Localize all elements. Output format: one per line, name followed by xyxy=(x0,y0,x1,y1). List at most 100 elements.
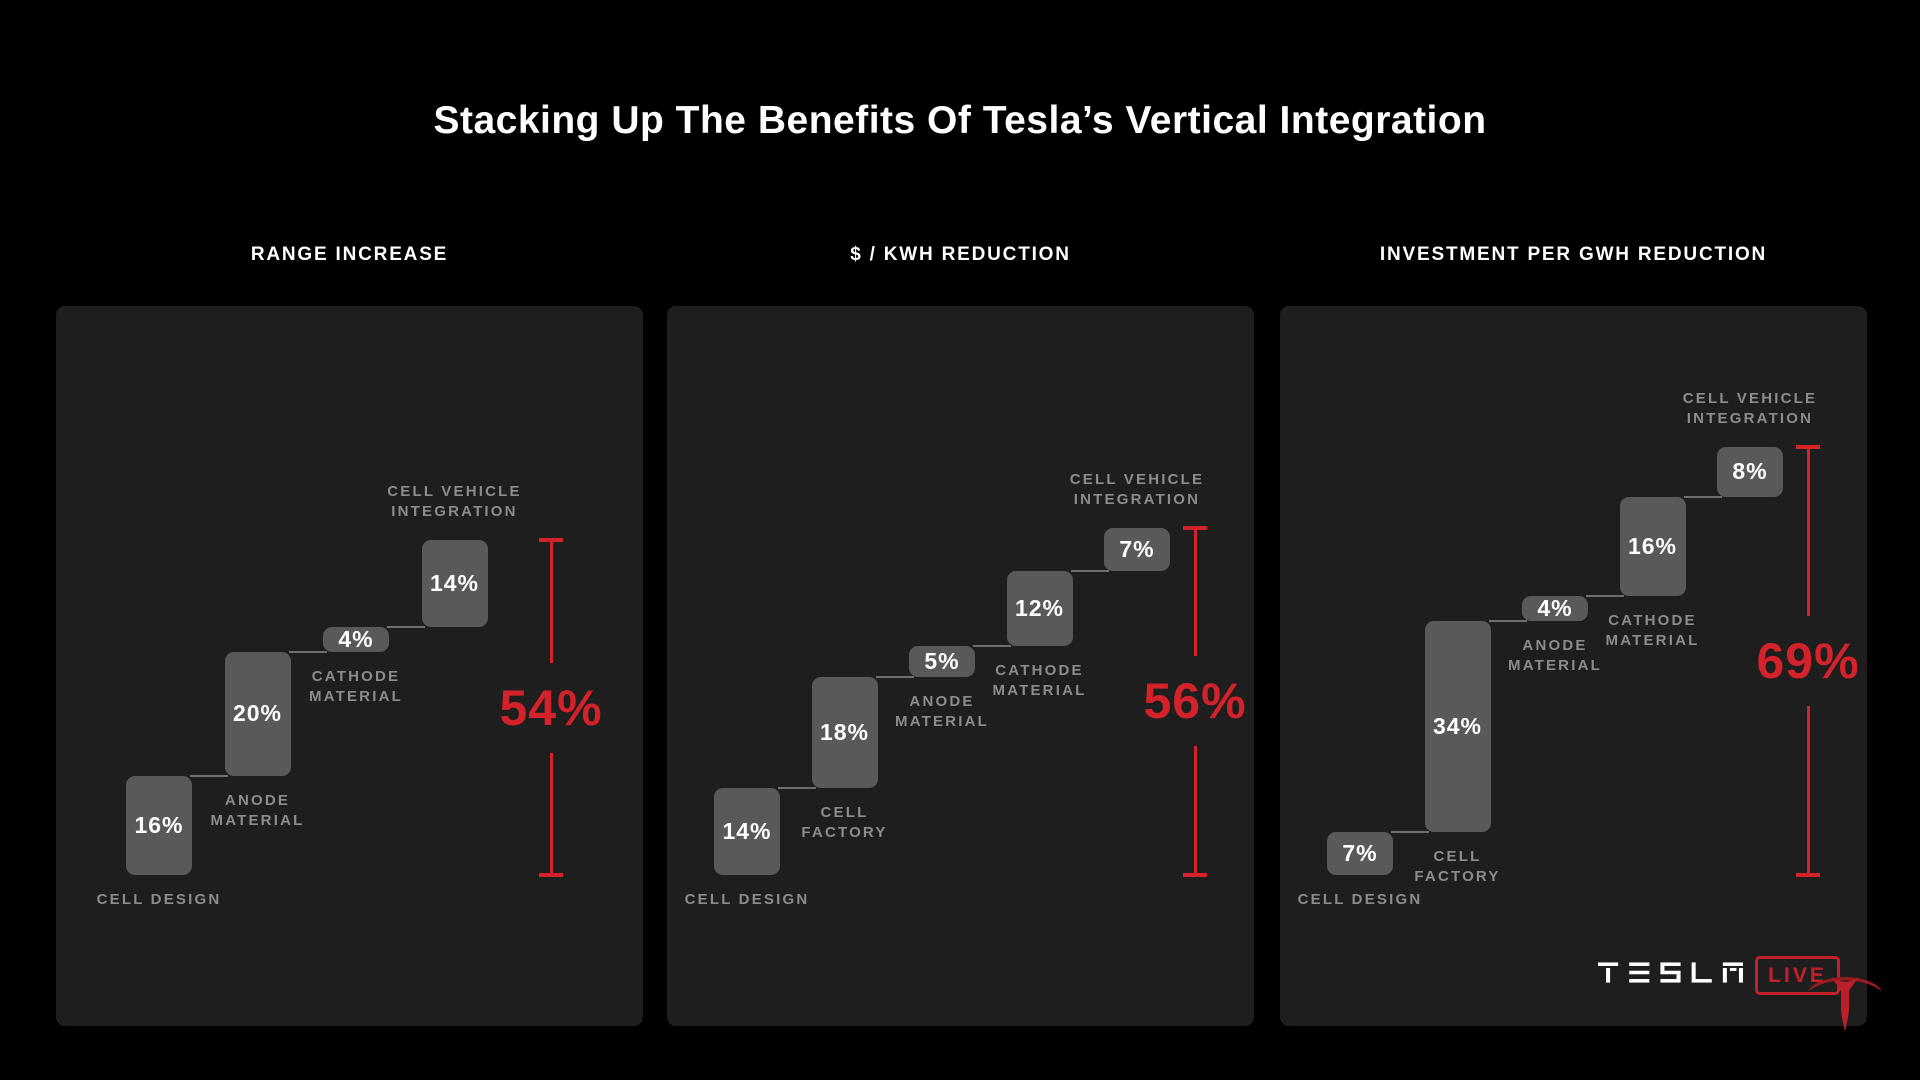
category-label-line: ANODE xyxy=(909,692,975,710)
bar-value-label-cell-design: 14% xyxy=(722,818,772,845)
category-label-line: CELL xyxy=(820,804,869,822)
bar-category-label-cell-factory: CELL FACTORY xyxy=(1348,847,1568,887)
total-line-upper xyxy=(1806,447,1810,617)
bar-value-label-cell-vehicle-integration: 7% xyxy=(1119,535,1155,562)
category-label-line: INTEGRATION xyxy=(1073,490,1201,508)
category-label-line: MATERIAL xyxy=(1508,656,1602,674)
connector-line xyxy=(875,675,914,678)
bar-value-label-cell-design: 16% xyxy=(134,811,184,838)
waterfall-bar-anode-material: 5% xyxy=(909,645,975,677)
connector-line xyxy=(1070,570,1109,573)
tesla-t-icon xyxy=(1808,977,1882,1032)
bar-value-label-cathode-material: 4% xyxy=(338,625,374,652)
category-label-line: MATERIAL xyxy=(1605,632,1700,649)
chart-title-range-increase: RANGE INCREASE xyxy=(250,244,449,265)
bar-category-label-cell-vehicle-integration: CELL VEHICLE INTEGRATION xyxy=(345,482,565,522)
bar-category-label-anode-material: ANODE MATERIAL xyxy=(1445,636,1665,676)
tesla-live-branding: LIVE xyxy=(1592,948,1892,1043)
category-label-line: CELL VEHICLE xyxy=(1069,470,1205,488)
waterfall-bar-cell-vehicle-integration: 14% xyxy=(421,540,488,627)
category-label-line: CELL DESIGN xyxy=(1297,891,1423,908)
category-label-line: FACTORY xyxy=(801,824,888,842)
chart-title-investment-reduction: INVESTMENT PER GWH REDUCTION xyxy=(1379,244,1768,265)
bar-category-label-cell-vehicle-integration: CELL VEHICLE INTEGRATION xyxy=(1640,389,1860,429)
category-label-line: INTEGRATION xyxy=(391,503,518,521)
total-line-lower xyxy=(1806,706,1810,875)
bar-category-label-cathode-material: CATHODE MATERIAL xyxy=(1543,611,1763,651)
bar-value-label-cell-vehicle-integration: 14% xyxy=(429,570,480,597)
connector-line xyxy=(1586,595,1624,597)
waterfall-bar-cell-factory: 34% xyxy=(1424,620,1491,832)
total-label: 69% xyxy=(1756,633,1860,690)
category-label-line: CELL DESIGN xyxy=(96,891,222,908)
tesla-wordmark-logo xyxy=(1598,962,1743,983)
category-label-line: FACTORY xyxy=(1414,867,1501,885)
total-line-top-cap xyxy=(1183,525,1207,530)
category-label-line: CATHODE xyxy=(1608,612,1697,629)
live-badge-label: LIVE xyxy=(1768,963,1827,987)
bar-value-label-anode-material: 5% xyxy=(924,647,960,674)
bar-value-label-cathode-material: 12% xyxy=(1014,594,1065,621)
total-line-upper xyxy=(549,540,553,663)
category-label-line: CELL VEHICLE xyxy=(387,483,522,501)
bar-value-label-cell-factory: 18% xyxy=(819,718,870,745)
waterfall-bar-cell-design: 14% xyxy=(714,788,780,875)
live-badge: LIVE xyxy=(1755,956,1840,995)
category-label-line: ANODE xyxy=(224,791,291,809)
category-label-line: ANODE xyxy=(1522,636,1588,654)
bar-value-label-cell-design: 7% xyxy=(1342,839,1378,866)
total-line-upper xyxy=(1193,527,1197,657)
bar-value-label-cell-factory: 34% xyxy=(1432,712,1483,739)
bar-value-label-anode-material: 4% xyxy=(1537,594,1573,621)
category-label-line: INTEGRATION xyxy=(1686,410,1814,428)
chart-panel-kwh-reduction: 14% CELL DESIGN 18% CELL FACTORY 5% ANODE MATER… xyxy=(667,306,1254,1026)
total-line-bottom-cap xyxy=(539,873,563,877)
category-label-line: MATERIAL xyxy=(309,687,403,705)
category-label-line: MATERIAL xyxy=(992,681,1087,699)
connector-line xyxy=(778,787,816,790)
category-label-line: CATHODE xyxy=(311,667,401,685)
connector-line xyxy=(1391,830,1429,833)
waterfall-bar-cell-vehicle-integration: 8% xyxy=(1717,447,1783,497)
category-label-line: CELL xyxy=(1433,847,1482,865)
bar-value-label-cathode-material: 16% xyxy=(1627,532,1678,559)
slide-title: Stacking Up The Benefits Of Tesla’s Vert… xyxy=(433,99,1487,142)
connector-line xyxy=(1683,495,1722,498)
total-line-lower xyxy=(1193,746,1197,875)
waterfall-bar-cell-factory: 18% xyxy=(811,676,878,789)
total-line-bottom-cap xyxy=(1183,873,1207,877)
chart-panel-range-increase: 16% CELL DESIGN 20% ANODE MATERIAL 4% CATHODE M… xyxy=(56,306,643,1026)
waterfall-bar-cell-design: 7% xyxy=(1327,831,1393,875)
total-line-lower xyxy=(549,752,553,875)
waterfall-bar-cell-design: 16% xyxy=(126,775,192,875)
bar-category-label-cell-vehicle-integration: CELL VEHICLE INTEGRATION xyxy=(1027,470,1247,510)
connector-line xyxy=(190,774,228,777)
waterfall-bar-cathode-material: 12% xyxy=(1006,571,1073,646)
category-label-line: CATHODE xyxy=(995,661,1084,679)
total-label: 56% xyxy=(1143,673,1247,730)
chart-panel-investment-reduction: 7% CELL DESIGN 34% CELL FACTORY 4% ANODE MATERI… xyxy=(1280,306,1867,1026)
total-line-top-cap xyxy=(1796,445,1820,450)
connector-line xyxy=(973,644,1011,647)
category-label-line: CELL VEHICLE xyxy=(1682,390,1818,408)
waterfall-bar-cathode-material: 4% xyxy=(323,625,389,652)
total-line-bottom-cap xyxy=(1796,873,1820,877)
bar-category-label-cell-design: CELL DESIGN xyxy=(637,890,857,910)
category-label-line: CELL DESIGN xyxy=(684,891,810,908)
bar-category-label-cell-factory: CELL FACTORY xyxy=(735,803,955,843)
bar-category-label-anode-material: ANODE MATERIAL xyxy=(148,791,368,831)
bar-category-label-cell-design: CELL DESIGN xyxy=(49,890,269,910)
bar-category-label-cathode-material: CATHODE MATERIAL xyxy=(930,661,1150,701)
connector-line xyxy=(387,626,425,628)
bar-category-label-anode-material: ANODE MATERIAL xyxy=(832,692,1052,732)
waterfall-bar-cell-vehicle-integration: 7% xyxy=(1104,527,1170,572)
bar-value-label-anode-material: 20% xyxy=(232,700,283,727)
bar-category-label-cell-design: CELL DESIGN xyxy=(1250,890,1470,910)
total-line-top-cap xyxy=(539,538,563,543)
bar-value-label-cell-vehicle-integration: 8% xyxy=(1732,458,1768,485)
total-label: 54% xyxy=(499,679,603,736)
category-label-line: MATERIAL xyxy=(210,811,305,829)
waterfall-bar-anode-material: 20% xyxy=(224,651,291,776)
category-label-line: MATERIAL xyxy=(895,712,989,730)
